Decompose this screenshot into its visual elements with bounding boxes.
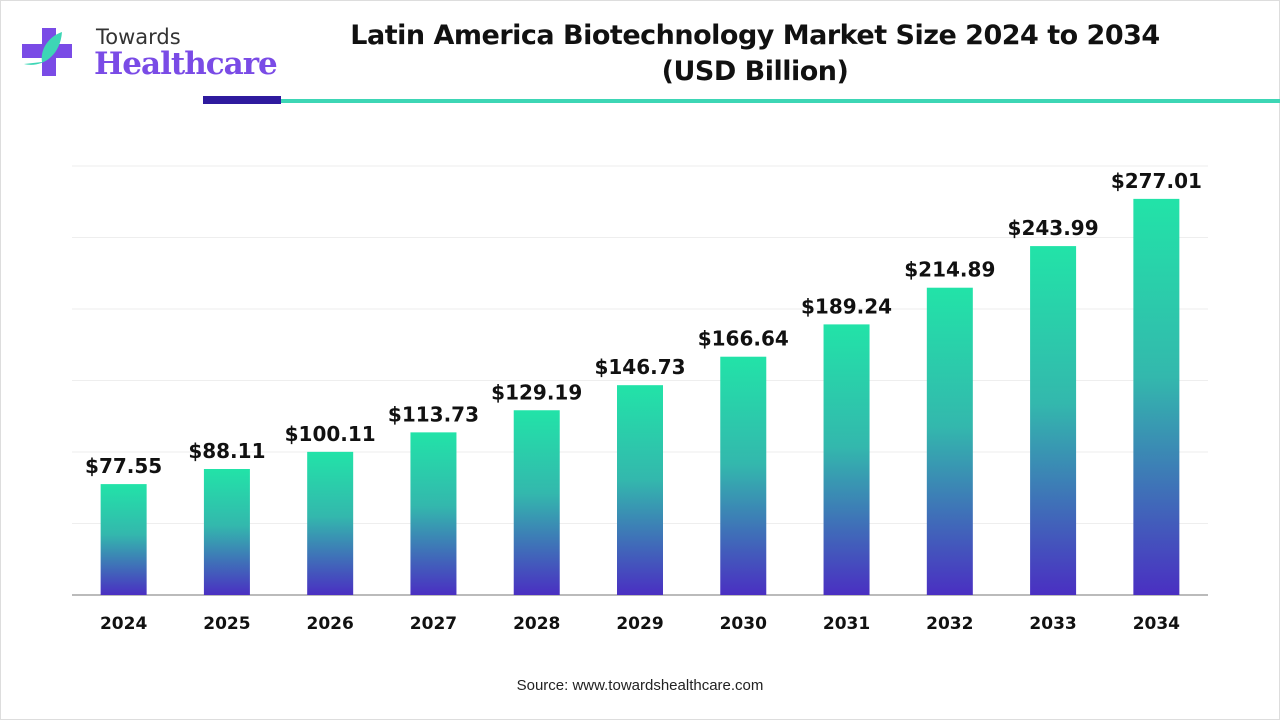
title-line-2: (USD Billion) <box>661 56 849 87</box>
title-underline-dark <box>203 96 281 104</box>
logo-text-towards: Towards <box>96 25 181 49</box>
data-label: $129.19 <box>491 380 582 404</box>
data-label: $100.11 <box>285 422 376 446</box>
bar-2027 <box>410 432 457 595</box>
bar-2026 <box>307 451 354 595</box>
x-tick-label: 2032 <box>926 614 973 634</box>
x-tick-label: 2024 <box>100 614 147 634</box>
bar-2024 <box>100 484 147 595</box>
data-label: $113.73 <box>388 402 479 426</box>
data-label: $88.11 <box>188 439 265 463</box>
data-label: $243.99 <box>1008 216 1099 240</box>
x-tick-label: 2025 <box>203 614 250 634</box>
x-tick-label: 2026 <box>307 614 354 634</box>
chart-title: Latin America Biotechnology Market Size … <box>300 18 1210 90</box>
title-underline-teal <box>281 99 1280 103</box>
data-label: $277.01 <box>1111 169 1202 193</box>
bar-2033 <box>1030 246 1077 595</box>
data-label: $146.73 <box>594 355 685 379</box>
bar-2031 <box>823 324 870 595</box>
data-label: $189.24 <box>801 294 892 318</box>
bar-2034 <box>1133 198 1180 595</box>
bar-2032 <box>926 287 973 595</box>
source-note: Source: www.towardshealthcare.com <box>516 677 764 694</box>
logo-text-healthcare: Healthcare <box>94 46 278 82</box>
x-tick-label: 2030 <box>720 614 767 634</box>
data-label: $214.89 <box>904 258 995 282</box>
x-tick-label: 2031 <box>823 614 870 634</box>
x-tick-label: 2033 <box>1029 614 1076 634</box>
title-line-1: Latin America Biotechnology Market Size … <box>350 20 1160 51</box>
logo-cross-leaf-icon <box>22 28 72 76</box>
bar-2028 <box>513 410 560 595</box>
data-label: $166.64 <box>698 327 789 351</box>
bar-2029 <box>617 385 663 595</box>
x-tick-label: 2029 <box>616 614 663 634</box>
bar-2030 <box>720 356 767 595</box>
x-tick-label: 2028 <box>513 614 560 634</box>
logo: Towards Healthcare <box>20 22 278 82</box>
x-tick-label: 2027 <box>410 614 457 634</box>
data-label: $77.55 <box>85 454 162 478</box>
x-tick-label: 2034 <box>1133 614 1180 634</box>
bar-2025 <box>203 469 250 595</box>
